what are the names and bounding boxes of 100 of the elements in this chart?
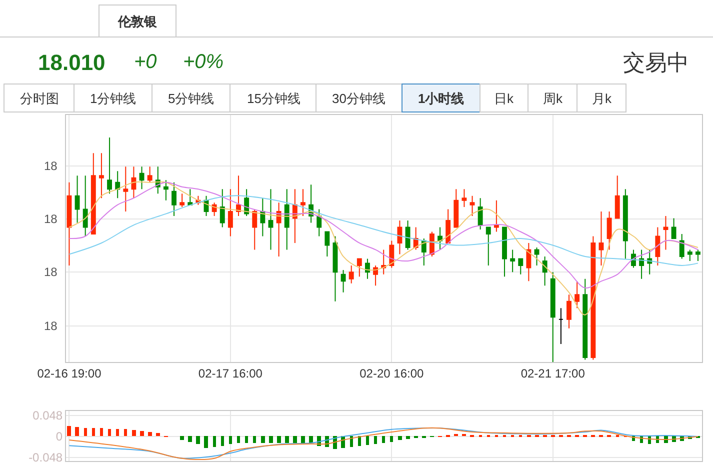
bar bbox=[140, 431, 144, 436]
candlestick bbox=[574, 280, 580, 309]
candlestick bbox=[180, 193, 185, 208]
x-tick-label: 02-20 16:00 bbox=[360, 366, 424, 380]
bar bbox=[309, 436, 313, 443]
candlestick bbox=[695, 249, 700, 262]
candlestick bbox=[526, 242, 532, 282]
bar bbox=[350, 436, 353, 447]
candlestick bbox=[340, 269, 346, 293]
bar bbox=[108, 429, 111, 436]
candlestick bbox=[518, 258, 524, 275]
text: 1分钟线 bbox=[90, 91, 136, 106]
text: 1小时线 bbox=[418, 91, 464, 106]
bar bbox=[156, 433, 160, 436]
bar bbox=[100, 428, 103, 436]
candlestick bbox=[139, 166, 144, 190]
bar bbox=[237, 436, 240, 443]
candlestick bbox=[438, 226, 442, 250]
candlestick bbox=[558, 308, 564, 345]
candlestick bbox=[260, 198, 266, 237]
candlestick bbox=[389, 240, 394, 268]
candlestick bbox=[123, 166, 128, 212]
bar bbox=[245, 436, 248, 443]
candlestick bbox=[316, 208, 322, 237]
text: 月k bbox=[592, 91, 612, 106]
candlestick bbox=[622, 188, 628, 260]
candlestick bbox=[131, 166, 136, 199]
bar bbox=[213, 436, 216, 447]
bar bbox=[132, 430, 136, 436]
bar bbox=[285, 436, 289, 443]
y-tick-label: 0 bbox=[56, 430, 63, 444]
bar bbox=[366, 436, 369, 445]
bar bbox=[358, 436, 361, 446]
candlestick bbox=[478, 198, 483, 230]
candlestick bbox=[454, 188, 459, 228]
candlestick bbox=[82, 175, 88, 237]
text: 18 bbox=[44, 319, 58, 333]
candlestick bbox=[276, 202, 282, 257]
text: 15分钟线 bbox=[247, 91, 300, 106]
bar bbox=[67, 426, 71, 436]
x-tick-label: 02-21 17:00 bbox=[520, 366, 586, 380]
candlestick bbox=[679, 234, 684, 260]
candlestick bbox=[373, 264, 378, 286]
candlestick bbox=[268, 188, 274, 250]
candlestick bbox=[462, 188, 467, 208]
candlestick bbox=[107, 136, 112, 194]
bar bbox=[124, 429, 127, 436]
y-tick-label: 0.048 bbox=[32, 408, 63, 423]
candlestick bbox=[332, 236, 338, 302]
candlestick bbox=[429, 231, 434, 257]
text: 分时图 bbox=[20, 91, 59, 106]
candlestick bbox=[671, 218, 676, 239]
candlestick bbox=[220, 188, 225, 228]
text: 18.010 bbox=[38, 50, 106, 75]
bar bbox=[406, 436, 410, 439]
text: +0% bbox=[183, 51, 224, 73]
bar bbox=[188, 436, 192, 442]
candlestick bbox=[115, 170, 120, 199]
candlestick bbox=[639, 249, 644, 280]
y-tick-label: -0.048 bbox=[28, 450, 63, 465]
candlestick bbox=[172, 182, 176, 217]
bar bbox=[269, 436, 273, 443]
text: 日k bbox=[494, 91, 514, 106]
text: 交易中 bbox=[623, 50, 689, 75]
text: 18 bbox=[44, 159, 58, 173]
candlestick bbox=[614, 175, 620, 219]
text: 周k bbox=[543, 91, 563, 106]
bar bbox=[293, 436, 297, 443]
candlestick bbox=[405, 220, 410, 250]
candlestick bbox=[147, 166, 152, 183]
candlestick bbox=[284, 188, 290, 250]
bar bbox=[374, 436, 377, 444]
bar bbox=[75, 427, 79, 436]
candlestick bbox=[446, 208, 451, 244]
candlestick bbox=[90, 152, 96, 235]
bar bbox=[116, 429, 119, 436]
candlestick bbox=[98, 152, 104, 199]
candlestick bbox=[348, 264, 354, 284]
candlestick bbox=[356, 258, 362, 278]
candlestick bbox=[252, 208, 258, 250]
text: 30分钟线 bbox=[332, 91, 386, 106]
candlestick bbox=[502, 226, 507, 278]
candlestick bbox=[566, 294, 572, 329]
candlestick bbox=[365, 258, 370, 280]
bar bbox=[253, 436, 256, 443]
candlestick bbox=[655, 226, 660, 266]
candlestick bbox=[534, 246, 540, 266]
x-tick-label: 02-16 19:00 bbox=[37, 366, 102, 380]
candlestick bbox=[542, 256, 548, 286]
bar bbox=[229, 436, 232, 444]
bar bbox=[196, 436, 200, 444]
candlestick bbox=[647, 249, 652, 275]
bar bbox=[180, 436, 184, 440]
candlestick bbox=[663, 216, 668, 250]
text: +0 bbox=[134, 51, 157, 73]
candlestick bbox=[74, 175, 80, 224]
candlestick bbox=[494, 200, 499, 232]
bar bbox=[148, 432, 152, 436]
candlestick bbox=[590, 236, 596, 360]
bar bbox=[398, 436, 402, 440]
